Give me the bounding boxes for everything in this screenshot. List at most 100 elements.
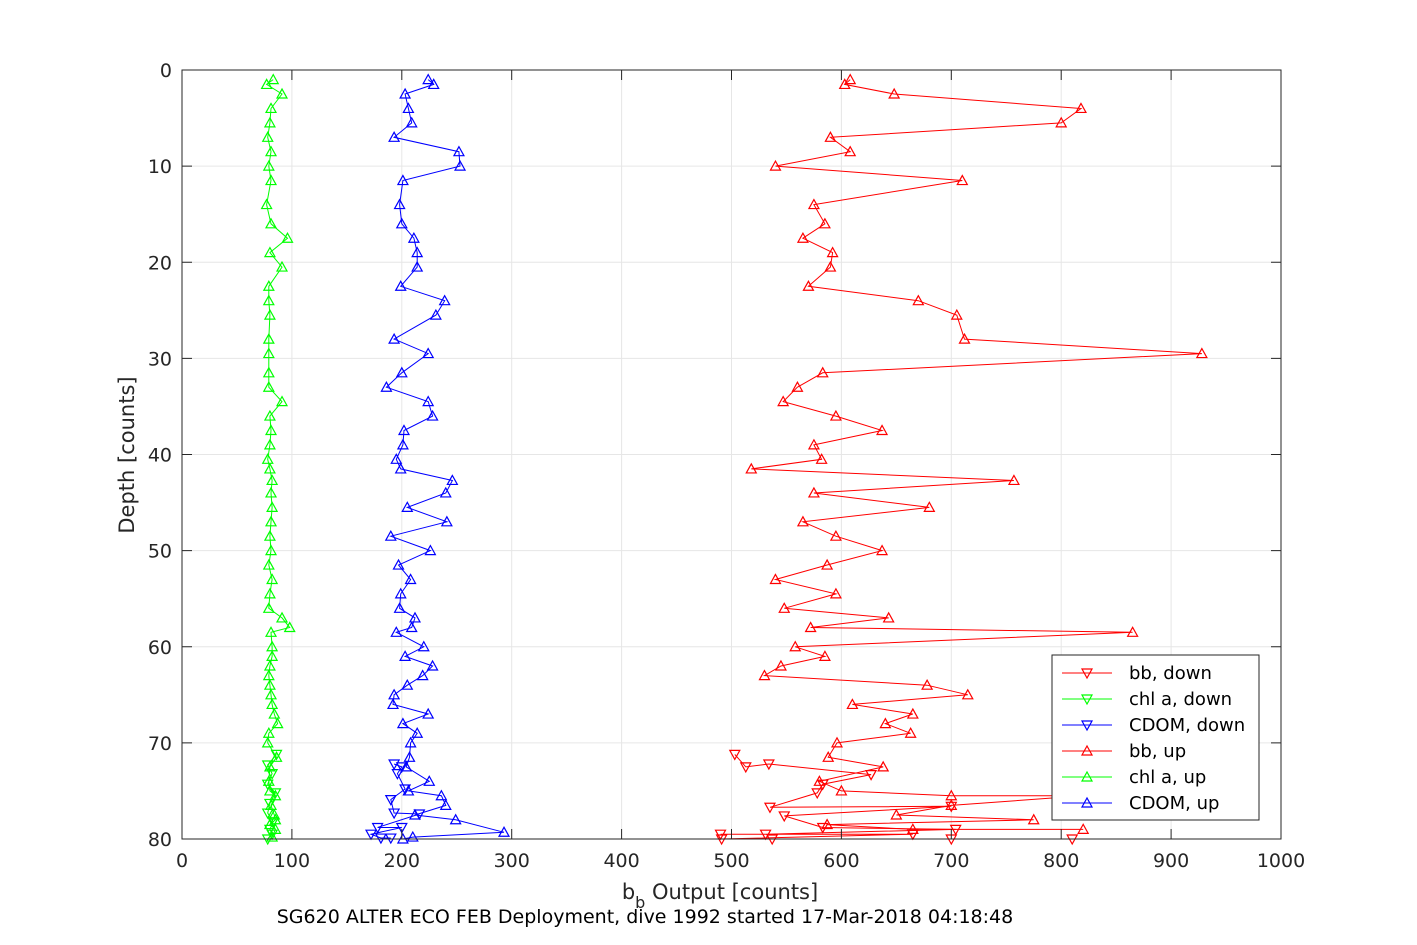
- data-point: [401, 501, 414, 512]
- data-point: [264, 515, 278, 527]
- x-tick-label: 500: [713, 850, 749, 872]
- data-point: [422, 347, 435, 359]
- gridlines: [182, 70, 1281, 839]
- data-point: [264, 544, 278, 556]
- data-point: [395, 822, 408, 834]
- data-point: [388, 131, 401, 142]
- x-tick-label: 600: [823, 850, 859, 872]
- legend-label: CDOM, down: [1129, 715, 1245, 736]
- data-point: [388, 332, 401, 344]
- data-point: [403, 751, 416, 762]
- legend-entry-chl-a-up: chl a, up: [1062, 767, 1206, 788]
- data-point: [264, 174, 278, 186]
- data-point: [365, 829, 378, 841]
- data-point: [774, 659, 787, 671]
- data-point: [1077, 823, 1090, 834]
- data-point: [397, 424, 411, 436]
- data-point: [388, 759, 401, 771]
- data-point: [269, 823, 282, 834]
- data-point: [261, 453, 274, 464]
- data-point: [813, 775, 826, 786]
- data-point: [263, 760, 276, 772]
- data-point: [802, 280, 815, 291]
- data-point: [266, 573, 279, 585]
- data-point: [778, 811, 791, 823]
- data-point: [388, 688, 401, 700]
- data-point: [371, 822, 384, 834]
- data-point: [268, 707, 281, 719]
- y-tick-label: 60: [148, 637, 172, 659]
- data-point: [844, 73, 857, 85]
- data-point: [890, 808, 903, 820]
- data-point: [263, 659, 276, 671]
- data-point: [879, 717, 892, 729]
- data-point: [262, 332, 275, 344]
- data-point: [807, 486, 820, 498]
- data-point: [846, 698, 859, 710]
- data-point: [818, 217, 831, 229]
- legend-entry-cdom-up: CDOM, up: [1062, 793, 1219, 814]
- data-point: [396, 438, 409, 450]
- data-point: [816, 366, 829, 378]
- data-point: [769, 159, 782, 171]
- data-point: [384, 529, 397, 541]
- data-point: [395, 217, 408, 229]
- data-point: [791, 380, 804, 392]
- series-chl-a-up: [260, 73, 296, 842]
- data-point: [745, 462, 758, 474]
- data-point: [762, 759, 775, 771]
- y-tick-label: 70: [148, 733, 172, 755]
- y-tick-label: 30: [148, 348, 172, 370]
- data-point: [391, 769, 404, 780]
- data-point: [961, 688, 974, 700]
- data-point: [811, 788, 824, 800]
- data-point: [275, 87, 289, 99]
- data-point: [882, 611, 895, 623]
- y-tick-label: 0: [160, 60, 172, 82]
- data-point: [263, 784, 276, 796]
- legend-label: bb, down: [1129, 663, 1212, 684]
- data-point: [416, 669, 429, 681]
- data-point: [945, 801, 958, 813]
- data-point: [264, 217, 278, 229]
- legend-marker: [1080, 796, 1094, 808]
- data-point: [804, 621, 817, 633]
- data-point: [829, 529, 842, 541]
- x-tick-label: 400: [603, 850, 639, 872]
- data-point: [826, 246, 839, 258]
- data-point: [830, 736, 844, 748]
- data-point: [739, 762, 752, 774]
- data-point: [262, 602, 275, 613]
- data-point: [262, 669, 275, 681]
- data-point: [396, 174, 409, 186]
- data-point: [386, 698, 400, 710]
- legend: bb, down chl a, down CDOM, down bb, up chl a…: [1051, 654, 1260, 821]
- data-point: [263, 529, 276, 541]
- data-point: [446, 474, 459, 486]
- x-tick-label: 0: [176, 850, 188, 872]
- x-tick-label: 1000: [1257, 850, 1305, 872]
- x-tick-label: 100: [274, 850, 310, 872]
- legend-marker: [1080, 720, 1094, 732]
- data-point: [275, 395, 289, 407]
- data-point: [393, 198, 406, 210]
- data-point: [888, 87, 901, 99]
- data-point: [824, 131, 837, 142]
- legend-entry-bb-down: bb, down: [1062, 663, 1212, 684]
- y-tick-label: 20: [148, 252, 172, 274]
- data-point: [399, 650, 412, 661]
- data-point: [261, 736, 274, 748]
- data-point: [452, 145, 465, 157]
- data-point: [829, 587, 842, 599]
- data-point: [423, 775, 436, 786]
- data-point: [270, 749, 283, 761]
- x-tick-label: 800: [1043, 850, 1079, 872]
- data-point: [263, 678, 276, 690]
- data-point: [427, 78, 440, 90]
- data-point: [728, 749, 741, 761]
- data-point: [454, 159, 467, 171]
- data-point: [263, 116, 276, 128]
- x-tick-label: 300: [494, 850, 530, 872]
- data-point: [392, 558, 405, 570]
